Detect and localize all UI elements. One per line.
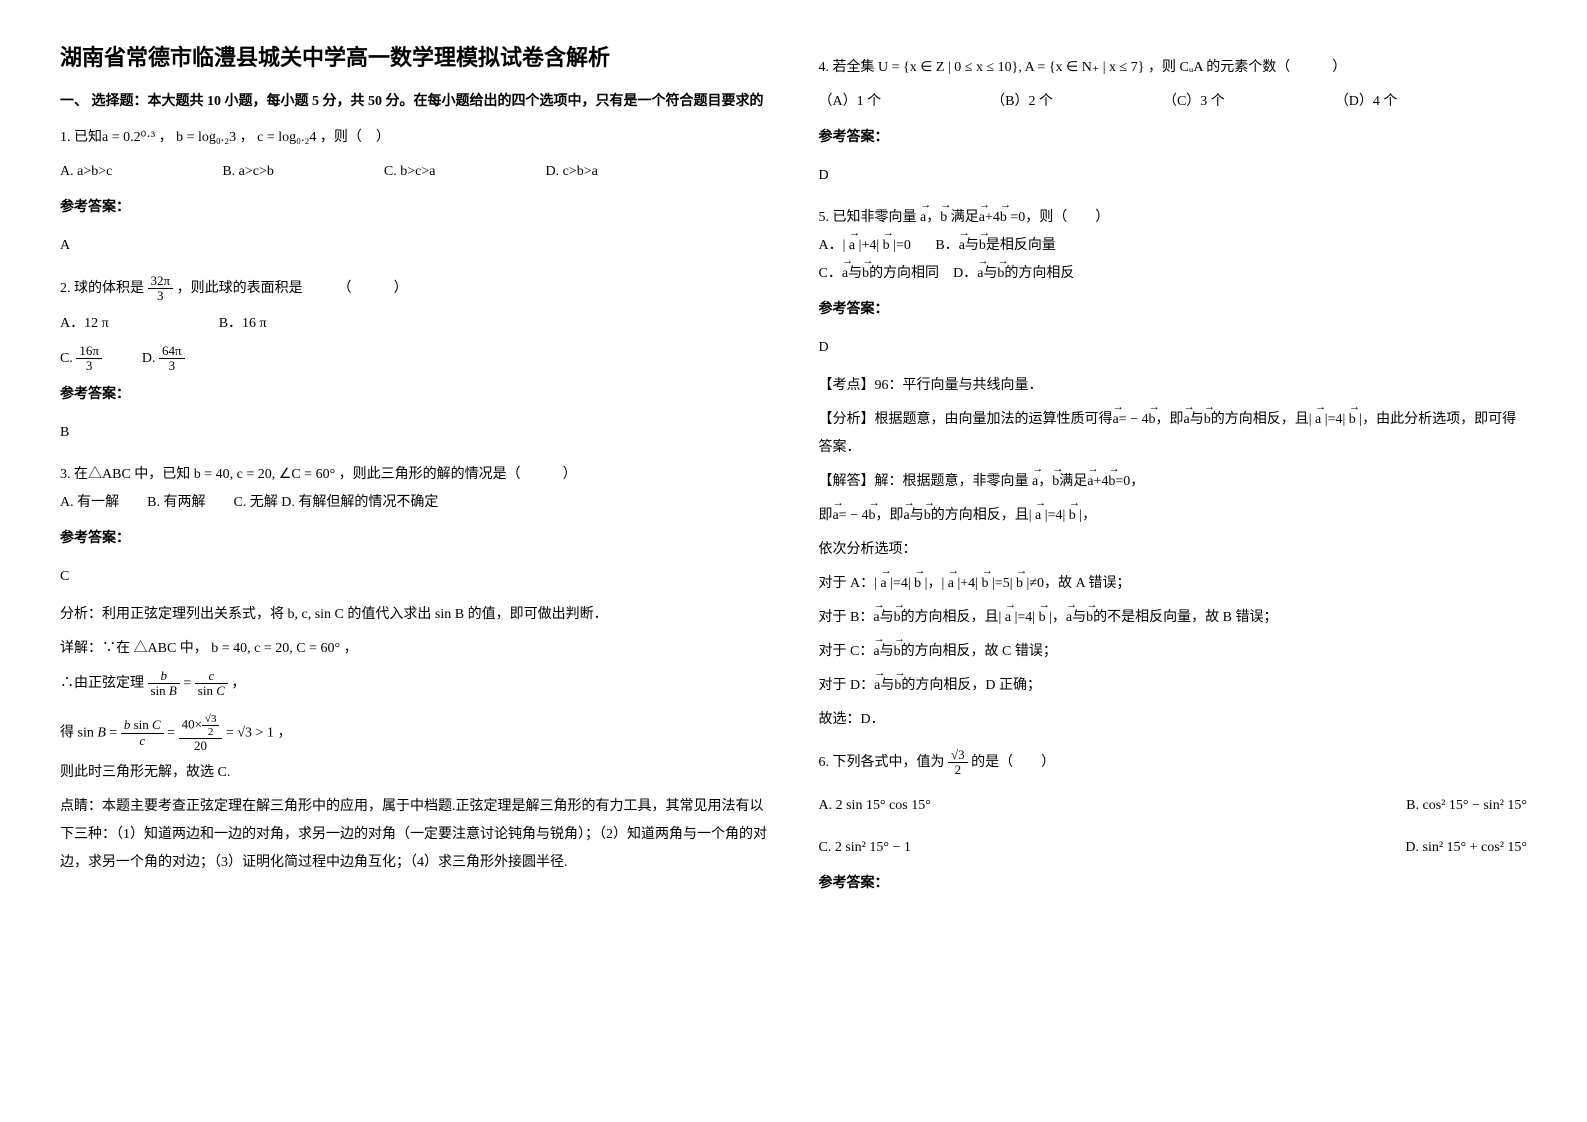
question-6: 6. 下列各式中，值为 √32 的是（ ） A. 2 sin 15° cos 1… bbox=[819, 748, 1528, 898]
q3-calc: 得 sin B = b sin Cc = 40×√3220 = √3 > 1 ， bbox=[60, 713, 769, 753]
q5-final: 故选：D． bbox=[819, 706, 1528, 734]
answer-label: 参考答案： bbox=[60, 525, 769, 553]
q5-solution-2: 即a= − 4b，即a与b的方向相反，且| a |=4| b |， bbox=[819, 502, 1528, 530]
q2-options-row1: A．12 π B．16 π bbox=[60, 310, 769, 338]
right-column: 4. 若全集 U = {x ∈ Z | 0 ≤ x ≤ 10}, A = {x … bbox=[819, 40, 1528, 912]
answer-label: 参考答案： bbox=[60, 194, 769, 222]
q1-opt-c: C. b>c>a bbox=[384, 158, 436, 186]
q4-opt-a: （A）1 个 bbox=[819, 88, 882, 116]
q4-stem: 4. 若全集 U = {x ∈ Z | 0 ≤ x ≤ 10}, A = {x … bbox=[819, 54, 1528, 82]
q5-row1: A．| a |+4| b |=0 B．a与b是相反向量 bbox=[819, 232, 1528, 260]
q5-opt-d: D．a与b的方向相反 bbox=[953, 266, 1074, 281]
q5-row2: C．a与b的方向相同 D．a与b的方向相反 bbox=[819, 260, 1528, 288]
q6-opt-c: C. 2 sin² 15° − 1 bbox=[819, 834, 911, 862]
q4-answer: D bbox=[819, 162, 1528, 190]
fraction-32pi-3: 32π3 bbox=[148, 274, 174, 304]
question-4: 4. 若全集 U = {x ∈ Z | 0 ≤ x ≤ 10}, A = {x … bbox=[819, 54, 1528, 190]
q6-opt-b: B. cos² 15° − sin² 15° bbox=[1406, 792, 1527, 820]
q4-opt-b: （B）2 个 bbox=[991, 88, 1053, 116]
q6-row1: A. 2 sin 15° cos 15° B. cos² 15° − sin² … bbox=[819, 792, 1528, 820]
question-3: 3. 在△ABC 中，已知 b = 40, c = 20, ∠C = 60° ，… bbox=[60, 461, 769, 877]
q2-opt-d: D. 64π3 bbox=[142, 344, 185, 374]
q2-answer: B bbox=[60, 419, 769, 447]
q1-opt-a: A. a>b>c bbox=[60, 158, 112, 186]
q5-topic: 【考点】96：平行向量与共线向量． bbox=[819, 372, 1528, 400]
q2-options-row2: C. 16π3 D. 64π3 bbox=[60, 344, 769, 374]
fraction-sqrt3-2: √32 bbox=[948, 748, 968, 778]
fraction-b-sinB: bsin B bbox=[148, 669, 180, 699]
left-column: 湖南省常德市临澧县城关中学高一数学理模拟试卷含解析 一、 选择题：本大题共 10… bbox=[60, 40, 769, 912]
q5-check-d: 对于 D：a与b的方向相反，D 正确； bbox=[819, 672, 1528, 700]
q5-check-c: 对于 C：a与b的方向相反，故 C 错误； bbox=[819, 638, 1528, 666]
q6-opt-d: D. sin² 15° + cos² 15° bbox=[1405, 834, 1527, 862]
question-5: 5. 已知非零向量 a，b 满足a+4b =0，则（ ） A．| a |+4| … bbox=[819, 204, 1528, 734]
answer-label: 参考答案： bbox=[819, 870, 1528, 898]
q3-comment: 点睛：本题主要考查正弦定理在解三角形中的应用，属于中档题.正弦定理是解三角形的有… bbox=[60, 793, 769, 877]
q3-analysis: 分析：利用正弦定理列出关系式，将 b, c, sin C 的值代入求出 sin … bbox=[60, 601, 769, 629]
q5-opt-c: C．a与b的方向相同 bbox=[819, 266, 943, 281]
q5-stem: 5. 已知非零向量 a，b 满足a+4b =0，则（ ） bbox=[819, 204, 1528, 232]
q6-stem: 6. 下列各式中，值为 √32 的是（ ） bbox=[819, 748, 1528, 778]
q5-check-b: 对于 B：a与b的方向相反，且| a |=4| b |，a与b的不是相反向量，故… bbox=[819, 604, 1528, 632]
q1-opt-d: D. c>b>a bbox=[545, 158, 597, 186]
question-2: 2. 球的体积是 32π3 ，则此球的表面积是 （ ） A．12 π B．16 … bbox=[60, 274, 769, 447]
q1-answer: A bbox=[60, 232, 769, 260]
q6-row2: C. 2 sin² 15° − 1 D. sin² 15° + cos² 15° bbox=[819, 834, 1528, 862]
page-title: 湖南省常德市临澧县城关中学高一数学理模拟试卷含解析 bbox=[60, 40, 769, 72]
q2-opt-b: B．16 π bbox=[219, 310, 267, 338]
q3-answer: C bbox=[60, 563, 769, 591]
q5-opt-b: B．a与b是相反向量 bbox=[935, 238, 1056, 253]
q3-sine-rule: ∴由正弦定理 bsin B = csin C ， bbox=[60, 669, 769, 699]
fraction-calc: 40×√3220 bbox=[179, 713, 223, 753]
q2-opt-c: C. 16π3 bbox=[60, 344, 102, 374]
q4-opt-c: （C）3 个 bbox=[1163, 88, 1225, 116]
fraction-64pi-3: 64π3 bbox=[159, 344, 185, 374]
q3-options: A. 有一解 B. 有两解 C. 无解 D. 有解但解的情况不确定 bbox=[60, 489, 769, 517]
answer-label: 参考答案： bbox=[819, 124, 1528, 152]
answer-label: 参考答案： bbox=[819, 296, 1528, 324]
q3-conclusion: 则此时三角形无解，故选 C. bbox=[60, 759, 769, 787]
q6-opt-a: A. 2 sin 15° cos 15° bbox=[819, 792, 931, 820]
q4-options: （A）1 个 （B）2 个 （C）3 个 （D）4 个 bbox=[819, 88, 1528, 116]
q3-stem: 3. 在△ABC 中，已知 b = 40, c = 20, ∠C = 60° ，… bbox=[60, 461, 769, 489]
q1-stem: 1. 已知a = 0.2⁰·³ ， b = log₀.₂3 ， c = log₀… bbox=[60, 124, 769, 152]
q1-opt-b: B. a>c>b bbox=[222, 158, 274, 186]
q5-answer: D bbox=[819, 334, 1528, 362]
fraction-16pi-3: 16π3 bbox=[76, 344, 102, 374]
q1-options: A. a>b>c B. a>c>b C. b>c>a D. c>b>a bbox=[60, 158, 769, 186]
answer-label: 参考答案： bbox=[60, 381, 769, 409]
q5-check-a: 对于 A：| a |=4| b |，| a |+4| b |=5| b |≠0，… bbox=[819, 570, 1528, 598]
section-heading: 一、 选择题：本大题共 10 小题，每小题 5 分，共 50 分。在每小题给出的… bbox=[60, 90, 769, 110]
fraction-bsinC-c: b sin Cc bbox=[121, 718, 164, 748]
q2-opt-a: A．12 π bbox=[60, 310, 109, 338]
q5-analysis: 【分析】根据题意，由向量加法的运算性质可得a= − 4b，即a与b的方向相反，且… bbox=[819, 406, 1528, 462]
q3-detail: 详解：∵在 △ABC 中， b = 40, c = 20, C = 60° ， bbox=[60, 635, 769, 663]
fraction-c-sinC: csin C bbox=[195, 669, 228, 699]
q4-opt-d: （D）4 个 bbox=[1335, 88, 1398, 116]
question-1: 1. 已知a = 0.2⁰·³ ， b = log₀.₂3 ， c = log₀… bbox=[60, 124, 769, 260]
q2-stem: 2. 球的体积是 32π3 ，则此球的表面积是 （ ） bbox=[60, 274, 769, 304]
